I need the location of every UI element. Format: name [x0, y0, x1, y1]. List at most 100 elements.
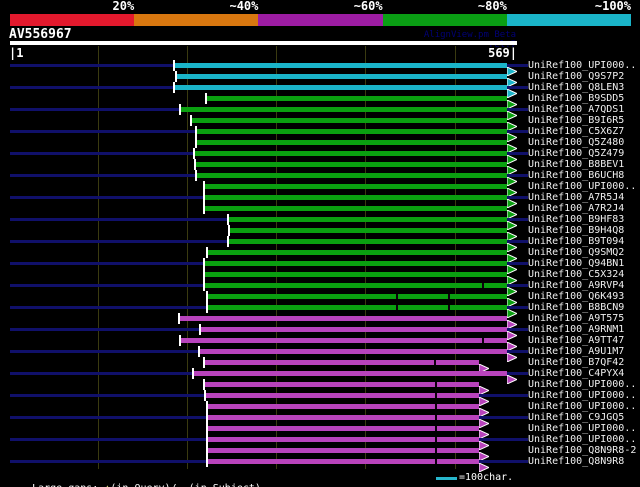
alignment-bar[interactable] [207, 404, 480, 409]
hit-label[interactable]: UniRef100_Q9SMQ2 [528, 247, 625, 258]
alignment-bar[interactable] [197, 140, 507, 145]
alignment-bar[interactable] [205, 195, 507, 200]
hit-label[interactable]: UniRef100_UPI000.. [528, 379, 637, 390]
hit-label[interactable]: UniRef100_B9T094 [528, 236, 625, 247]
hit-label[interactable]: UniRef100_UPI000.. [528, 390, 637, 401]
alignment-row: UniRef100_Q94BN1 [0, 258, 640, 275]
alignment-bar[interactable] [205, 360, 480, 365]
hit-label[interactable]: UniRef100_A9U1M7 [528, 346, 625, 357]
alignment-bar[interactable] [197, 173, 507, 178]
alignment-row: UniRef100_UPI000.. [0, 379, 640, 396]
alignment-start-tick [227, 236, 230, 247]
hit-label[interactable]: UniRef100_B9I6R5 [528, 115, 625, 126]
subject-gap-mark-icon [434, 404, 437, 409]
alignment-bar[interactable] [191, 118, 507, 123]
scale-label-~60%: ~60% [353, 0, 383, 13]
alignment-bar[interactable] [205, 272, 507, 277]
alignment-bar[interactable] [197, 129, 507, 134]
hit-label[interactable]: UniRef100_Q9S7P2 [528, 71, 625, 82]
alignment-start-tick [172, 82, 175, 93]
hit-label[interactable]: UniRef100_C5X6Z7 [528, 126, 625, 137]
watermark-text: AlignView.pm Beta rel.7 [423, 30, 516, 50]
alignment-bar[interactable] [194, 371, 507, 376]
hit-label[interactable]: UniRef100_A9TT47 [528, 335, 625, 346]
alignment-bar[interactable] [207, 305, 507, 310]
alignment-bar[interactable] [207, 448, 480, 453]
alignment-bar[interactable] [206, 96, 507, 101]
alignment-arrowhead-icon [478, 446, 491, 465]
alignment-bar[interactable] [207, 459, 480, 464]
alignment-bar[interactable] [230, 228, 507, 233]
alignment-row: UniRef100_UPI000.. [0, 181, 640, 198]
alignment-bar[interactable] [196, 162, 507, 167]
subject-gap-mark-icon [395, 305, 398, 310]
alignment-bar[interactable] [174, 85, 507, 90]
hit-label[interactable]: UniRef100_B8BEV1 [528, 159, 625, 170]
alignment-bar[interactable] [199, 349, 507, 354]
alignment-bar[interactable] [207, 415, 480, 420]
alignment-bar[interactable] [176, 74, 507, 79]
alignment-start-tick [205, 434, 208, 445]
alignment-bar[interactable] [205, 206, 507, 211]
alignment-bar[interactable] [180, 316, 507, 321]
hit-label[interactable]: UniRef100_B7QF42 [528, 357, 625, 368]
hit-label[interactable]: UniRef100_C9JGQ5 [528, 412, 625, 423]
alignment-start-tick [178, 313, 181, 324]
alignment-row: UniRef100_C5X324 [0, 269, 640, 286]
alignment-arrowhead-icon [478, 413, 491, 432]
hit-label[interactable]: UniRef100_Q8N9R8 [528, 456, 625, 467]
alignment-bar[interactable] [205, 382, 480, 387]
hit-label[interactable]: UniRef100_Q8LEN3 [528, 82, 625, 93]
hit-label[interactable]: UniRef100_UPI000.. [528, 423, 637, 434]
alignment-bar[interactable] [200, 327, 507, 332]
alignment-arrowhead-icon [506, 204, 519, 223]
hit-label[interactable]: UniRef100_B8BCN9 [528, 302, 625, 313]
hit-label[interactable]: UniRef100_UPI000.. [528, 401, 637, 412]
hit-label[interactable]: UniRef100_A9RVP4 [528, 280, 625, 291]
hit-label[interactable]: UniRef100_A9T575 [528, 313, 625, 324]
alignment-bar[interactable] [205, 393, 480, 398]
hit-label[interactable]: UniRef100_UPI000.. [528, 434, 637, 445]
alignment-row: UniRef100_C5X6Z7 [0, 126, 640, 143]
alignment-bar[interactable] [207, 294, 507, 299]
hit-label[interactable]: UniRef100_Q8N9R8-2 [528, 445, 637, 456]
hit-label[interactable]: UniRef100_A7R2J4 [528, 203, 625, 214]
hit-label[interactable]: UniRef100_A9RNM1 [528, 324, 625, 335]
alignment-bar[interactable] [207, 250, 507, 255]
alignment-bar[interactable] [195, 151, 507, 156]
hit-label[interactable]: UniRef100_C4PYX4 [528, 368, 625, 379]
hit-label[interactable]: UniRef100_B9HF83 [528, 214, 625, 225]
hit-label[interactable]: UniRef100_UPI000.. [528, 60, 637, 71]
hit-label[interactable]: UniRef100_Q6K493 [528, 291, 625, 302]
alignment-bar[interactable] [181, 338, 507, 343]
alignment-bar[interactable] [205, 261, 507, 266]
alignment-bar[interactable] [205, 184, 507, 189]
alignment-bar[interactable] [229, 239, 507, 244]
alignment-bar[interactable] [229, 217, 507, 222]
gap-legend-text: Large gaps: ▲(in Query)/- (in Subject) [8, 472, 261, 487]
alignment-bar[interactable] [207, 426, 480, 431]
alignment-row: UniRef100_B9H4Q8 [0, 225, 640, 242]
hit-label[interactable]: UniRef100_A7QDS1 [528, 104, 625, 115]
hit-label[interactable]: UniRef100_B9H4Q8 [528, 225, 625, 236]
hit-label[interactable]: UniRef100_Q94BN1 [528, 258, 625, 269]
hit-label[interactable]: UniRef100_UPI000.. [528, 181, 637, 192]
alignment-row: UniRef100_B8BEV1 [0, 159, 640, 176]
scale-label-~100%: ~100% [594, 0, 631, 13]
alignment-arrowhead-icon [506, 116, 519, 135]
hit-label[interactable]: UniRef100_B6UCH8 [528, 170, 625, 181]
alignment-bar[interactable] [205, 283, 507, 288]
hit-label[interactable]: UniRef100_B9SDD5 [528, 93, 625, 104]
alignment-start-tick [203, 280, 206, 291]
alignment-bar[interactable] [174, 63, 507, 68]
alignment-plot: UniRef100_UPI000.. UniRef100_Q9S7P2 UniRef… [0, 60, 640, 473]
hit-label[interactable]: UniRef100_A7R5J4 [528, 192, 625, 203]
alignment-bar[interactable] [181, 107, 507, 112]
hit-label[interactable]: UniRef100_Q5Z480 [528, 137, 625, 148]
alignment-bar[interactable] [207, 437, 480, 442]
hit-label[interactable]: UniRef100_C5X324 [528, 269, 625, 280]
hit-label[interactable]: UniRef100_Q5Z479 [528, 148, 625, 159]
scale-label-~80%: ~80% [477, 0, 507, 13]
alignment-arrowhead-icon [506, 105, 519, 124]
